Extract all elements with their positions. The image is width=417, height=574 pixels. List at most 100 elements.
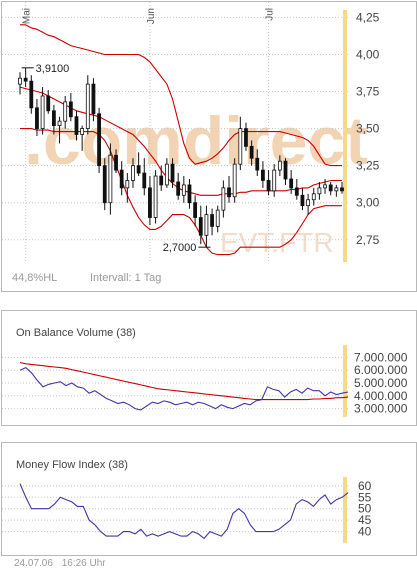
watermark-symbol: EVT.FTR (220, 227, 334, 258)
obv-lines (19, 361, 349, 411)
price-y-axis: 4,25 4,00 3,75 3,50 3,25 3,00 2,75 (356, 10, 380, 246)
candle-body (102, 165, 107, 204)
candle-body (51, 110, 56, 127)
price-y-tick: 4,00 (356, 47, 380, 61)
current-date-marker (343, 477, 347, 543)
mfi-series-line (19, 483, 349, 540)
candle (108, 143, 113, 215)
obv-y-tick: 3.000.000 (354, 402, 408, 416)
candle-body (187, 184, 192, 204)
obv-chart-panel: On Balance Volume (38) 7.000.000 6.000.00… (1, 310, 417, 426)
band-upper (20, 24, 342, 167)
candle-body (311, 193, 316, 201)
candle (80, 125, 85, 151)
month-label: Jun (146, 8, 157, 24)
candle-body (148, 187, 152, 218)
candle-body (68, 101, 73, 118)
candle-body (215, 209, 220, 227)
candle-body (204, 214, 209, 236)
candle-body (40, 95, 45, 129)
candle (119, 161, 124, 196)
candle (85, 75, 90, 135)
mfi-y-tick: 55 (358, 490, 372, 504)
candle-body (80, 128, 85, 135)
candle (289, 170, 294, 194)
candle (74, 110, 79, 141)
candle-body (249, 145, 254, 159)
candle (323, 178, 327, 194)
candle (221, 180, 226, 218)
candle (317, 181, 322, 200)
candle-body (159, 175, 164, 186)
candle-body (181, 184, 186, 196)
candle (215, 205, 220, 233)
month-label: Jul (265, 8, 276, 21)
candle (198, 205, 203, 245)
mfi-y-tick: 50 (358, 502, 372, 516)
candle (204, 205, 209, 248)
candle (311, 187, 316, 206)
candle (238, 116, 243, 171)
mfi-chart-panel: Money Flow Index (38) 60 55 50 45 40 (1, 442, 417, 556)
obv-y-axis: 7.000.0006.000.0005.000.0004.000.0003.00… (354, 350, 408, 415)
candle (210, 208, 214, 236)
mfi-y-tick: 45 (358, 513, 372, 527)
price-y-tick: 2,75 (356, 233, 380, 247)
stat-high-low: 44,8%HL (12, 272, 57, 284)
band-middle (19, 86, 342, 196)
candle (294, 178, 299, 200)
candle-body (210, 214, 214, 227)
obv-y-tick: 5.000.000 (354, 376, 408, 390)
candle-body (300, 194, 305, 207)
candle (283, 158, 288, 185)
candle-body (153, 175, 158, 218)
candle-body (289, 178, 294, 189)
price-y-tick: 3,75 (356, 85, 380, 99)
footer-time: 16:26 Uhr (61, 558, 106, 569)
obv-title: On Balance Volume (38) (16, 327, 136, 339)
candle-body (35, 107, 39, 129)
stat-interval: Intervall: 1 Tag (90, 272, 161, 284)
candle (187, 178, 192, 209)
candle (266, 170, 271, 196)
candle-body (261, 169, 265, 181)
candle (164, 158, 169, 188)
candle (97, 107, 101, 174)
candle (272, 164, 277, 197)
candle (148, 176, 152, 225)
candle-body (328, 184, 333, 192)
candle-body (193, 202, 198, 218)
candle (23, 67, 28, 88)
month-labels: Mai Jun Jul (22, 8, 276, 24)
candle-body (294, 187, 299, 196)
candle-body (317, 187, 322, 195)
high-label: 3,9100 (36, 63, 70, 75)
candle (114, 149, 118, 174)
candle-body (97, 113, 101, 167)
candle-body (119, 169, 124, 189)
candle (340, 181, 344, 194)
candle-body (266, 180, 271, 192)
candle-body (272, 169, 277, 192)
candle-body (18, 77, 22, 85)
price-y-tick: 3,25 (356, 159, 380, 173)
obv-grid (2, 356, 348, 410)
candle (68, 93, 73, 122)
candle-body (221, 187, 226, 211)
price-y-tick: 3,00 (356, 196, 380, 210)
mfi-lines (19, 483, 349, 540)
footer-date: 24.07.06 (14, 558, 53, 569)
candle-body (283, 160, 288, 180)
candle-body (91, 83, 96, 115)
candle-body (85, 83, 90, 129)
candle (232, 158, 237, 203)
candle-body (340, 187, 344, 192)
candle (18, 72, 22, 95)
watermark-logo: .comdirect (24, 103, 368, 179)
candle (46, 90, 51, 114)
obv-series-line (19, 361, 349, 401)
candle (227, 176, 231, 203)
candle (334, 184, 339, 197)
candle (277, 155, 282, 177)
